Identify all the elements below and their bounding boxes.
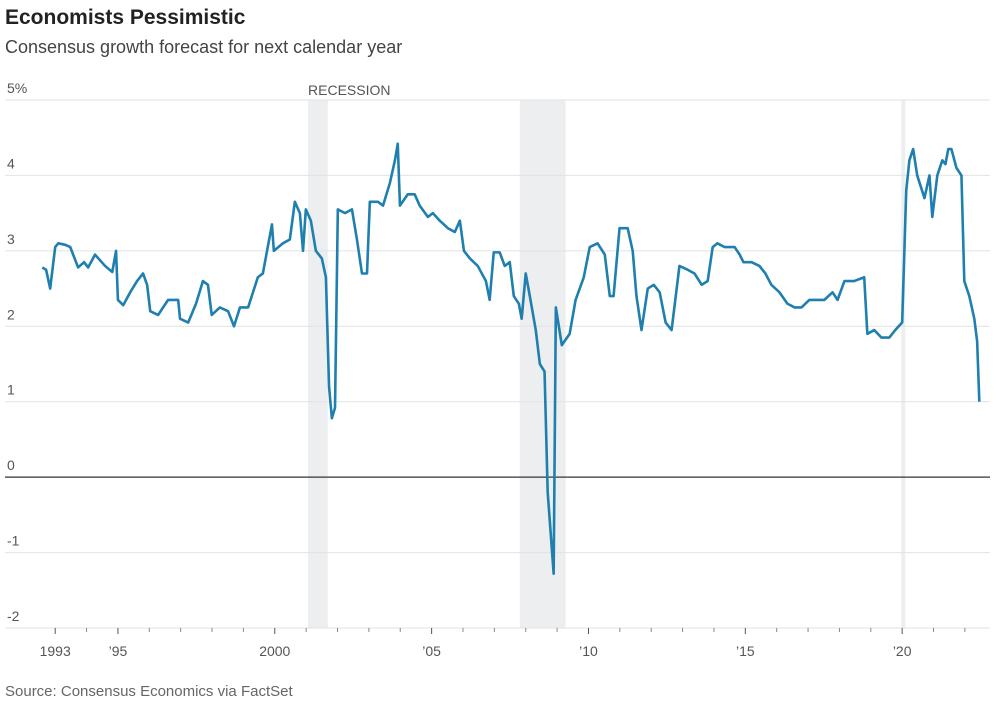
x-tick-label: ’10 <box>579 643 598 659</box>
y-tick-label: -1 <box>7 533 20 549</box>
y-tick-label: 3 <box>7 231 15 247</box>
x-tick-label: 1993 <box>40 643 71 659</box>
x-tick-label: 2000 <box>259 643 290 659</box>
recession-band <box>901 100 906 628</box>
forecast-line <box>41 142 981 575</box>
y-tick-label: 4 <box>7 155 15 171</box>
y-tick-label: 5% <box>7 80 27 96</box>
chart-title: Economists Pessimistic <box>5 6 246 29</box>
x-tick-label: ’05 <box>422 643 441 659</box>
y-tick-label: -2 <box>7 608 20 624</box>
source: Source: Consensus Economics via FactSet <box>5 683 293 700</box>
recession-band <box>308 100 328 628</box>
x-tick-label: ’20 <box>893 643 912 659</box>
x-tick-label: ’95 <box>109 643 128 659</box>
y-tick-label: 0 <box>7 457 15 473</box>
y-tick-label: 2 <box>7 306 15 322</box>
recession-label: RECESSION <box>308 82 390 98</box>
chart-subtitle: Consensus growth forecast for next calen… <box>5 37 402 57</box>
x-tick-label: ’15 <box>736 643 755 659</box>
y-tick-label: 1 <box>7 382 15 398</box>
recession-band <box>519 100 566 628</box>
